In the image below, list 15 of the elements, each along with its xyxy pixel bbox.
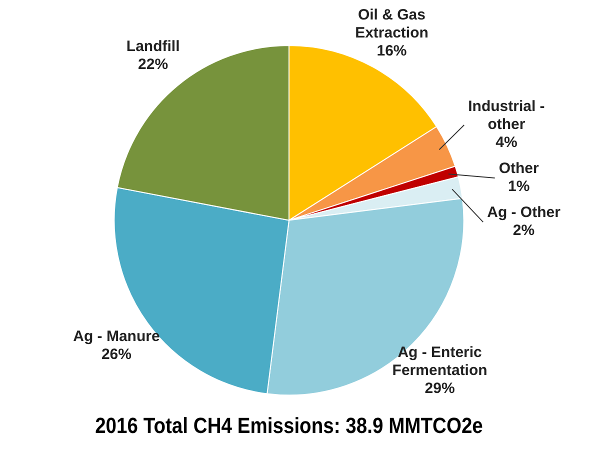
data-label: 26% <box>101 346 132 363</box>
data-label: 16% <box>376 42 407 60</box>
slice-label: Ag - Manure <box>73 328 160 345</box>
data-label: 22% <box>138 56 168 74</box>
slice-label: Other <box>498 160 540 178</box>
slice-label: Landfill <box>126 38 180 56</box>
data-label: 29% <box>424 380 455 398</box>
slice-label: Ag - Other <box>487 204 561 222</box>
data-label: 2% <box>512 222 535 240</box>
slice-label: Ag - Enteric Fermentation <box>392 344 488 380</box>
slice-label: Industrial - other <box>468 98 545 134</box>
data-label: 1% <box>508 178 530 196</box>
text: 2016 Total CH4 Emissions: 38.9 MMTCO2e <box>95 414 483 438</box>
slice-label: Oil & Gas Extraction <box>355 6 428 42</box>
data-label: 4% <box>496 134 518 152</box>
